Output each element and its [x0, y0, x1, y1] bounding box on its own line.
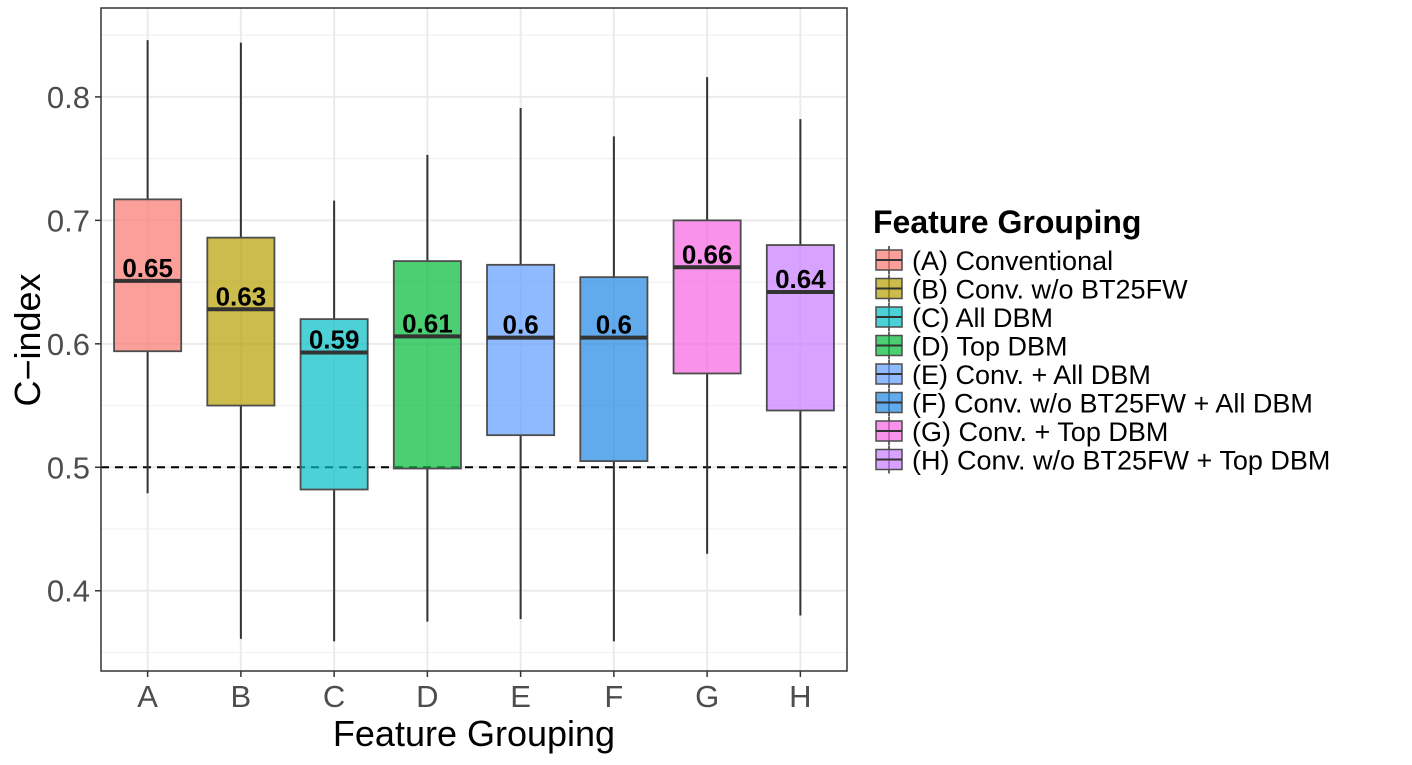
axes-layer: 0.4 0.5 0.6 0.7 0.8 A B C D E F G H: [47, 80, 812, 714]
median-label-e: 0.6: [503, 310, 539, 340]
boxes-layer: 0.65 0.63 0.59 0.61 0.6 0.6 0.66 0.64: [113, 40, 835, 642]
x-tick-label-b: B: [231, 679, 252, 714]
x-tick-label-f: F: [604, 679, 623, 714]
legend-label: (B) Conv. w/o BT25FW: [912, 275, 1188, 305]
y-tick-label: 0.6: [47, 327, 90, 362]
x-tick-label-e: E: [510, 679, 531, 714]
x-tick-label-c: C: [323, 679, 345, 714]
plot-panel-border: [100, 7, 848, 672]
box-d: [392, 260, 462, 470]
legend-label: (C) All DBM: [912, 303, 1053, 333]
box-h: [765, 244, 835, 412]
median-label-h: 0.64: [775, 264, 826, 294]
box-e: [486, 263, 556, 437]
median-label-d: 0.61: [402, 308, 453, 338]
legend-label: (H) Conv. w/o BT25FW + Top DBM: [912, 446, 1330, 476]
x-tick-label-h: H: [789, 679, 811, 714]
median-label-c: 0.59: [309, 324, 360, 354]
x-tick-label-g: G: [695, 679, 719, 714]
legend-label: (A) Conventional: [912, 246, 1113, 276]
box-g: [672, 219, 742, 375]
x-axis-title: Feature Grouping: [333, 713, 615, 754]
y-tick-label: 0.7: [47, 203, 90, 238]
legend-label: (E) Conv. + All DBM: [912, 360, 1151, 390]
y-tick-label: 0.4: [47, 574, 90, 609]
y-tick-label: 0.5: [47, 450, 90, 485]
median-label-a: 0.65: [122, 253, 173, 283]
median-label-b: 0.63: [216, 281, 267, 311]
y-tick-label: 0.8: [47, 80, 90, 115]
legend-label: (G) Conv. + Top DBM: [912, 417, 1168, 447]
median-label-f: 0.6: [596, 310, 632, 340]
legend: (A) Conventional(B) Conv. w/o BT25FW(C) …: [875, 246, 1330, 476]
box-f: [579, 276, 649, 463]
box-b: [206, 236, 276, 407]
legend-label: (F) Conv. w/o BT25FW + All DBM: [912, 389, 1313, 419]
y-axis-title: C−index: [7, 273, 48, 406]
x-tick-label-a: A: [137, 679, 158, 714]
x-tick-label-d: D: [416, 679, 438, 714]
legend-label: (D) Top DBM: [912, 332, 1068, 362]
box-a: [113, 198, 183, 353]
median-label-g: 0.66: [682, 239, 733, 269]
box-c: [299, 318, 369, 491]
legend-title: Feature Grouping: [873, 204, 1141, 240]
